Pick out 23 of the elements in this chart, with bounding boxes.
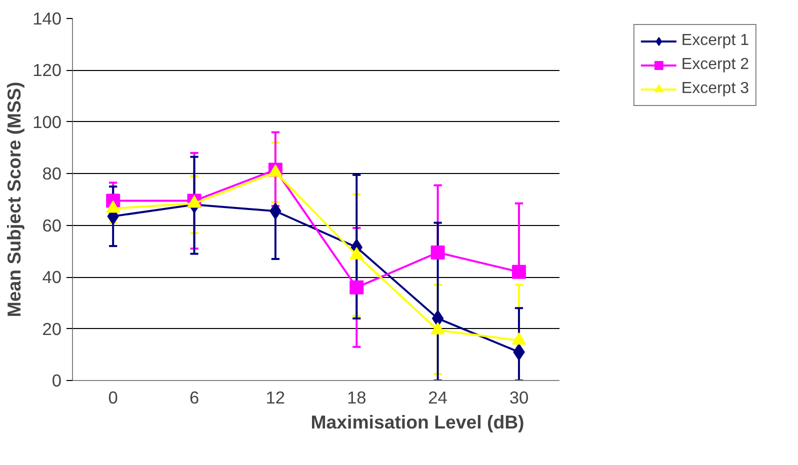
x-tick-label: 18	[346, 388, 366, 408]
y-tick-label: 140	[32, 8, 62, 28]
y-axis-title: Mean Subject Score (MSS)	[4, 82, 25, 318]
x-tick-label: 30	[509, 388, 529, 408]
point	[350, 280, 364, 294]
x-axis-title: Maximisation Level (dB)	[310, 412, 524, 432]
legend-label: Excerpt 3	[681, 80, 749, 98]
y-tick-label: 0	[52, 370, 62, 390]
point	[430, 246, 445, 260]
x-tick-label: 24	[428, 388, 448, 408]
y-tick-label: 80	[42, 164, 62, 184]
legend-label: Excerpt 2	[681, 56, 749, 74]
y-tick-label: 20	[42, 318, 62, 339]
point	[432, 310, 444, 327]
y-tick-label: 40	[42, 267, 62, 288]
y-tick-label: 60	[42, 215, 62, 236]
x-tick-label: 12	[266, 388, 286, 408]
y-tick-label: 100	[32, 112, 62, 132]
x-tick-label: 6	[189, 388, 200, 408]
legend-label: Excerpt 1	[681, 32, 749, 50]
y-tick-label: 120	[32, 60, 62, 80]
x-tick-label: 0	[108, 388, 118, 408]
point	[512, 264, 526, 279]
